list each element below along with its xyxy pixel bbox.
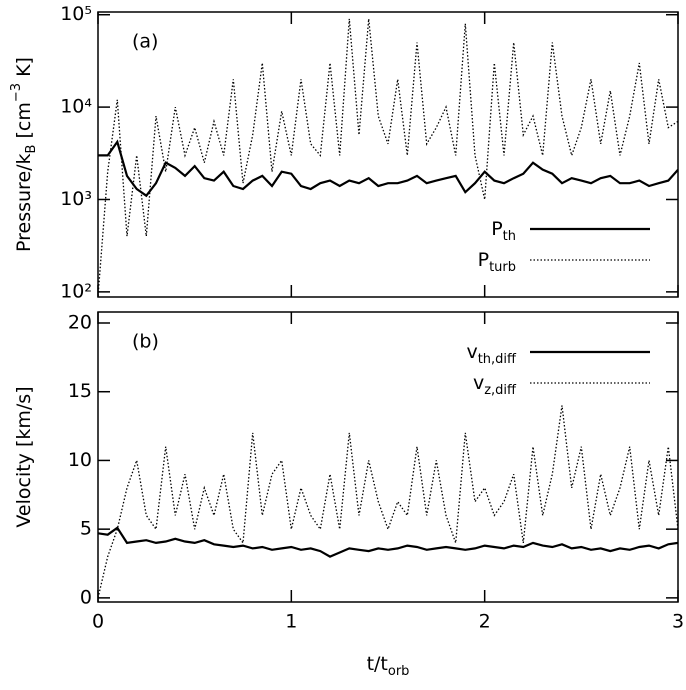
y-axis-label-part: K] — [13, 57, 35, 83]
series-line — [98, 18, 678, 297]
legend-label-part: th,diff — [478, 352, 517, 367]
y-axis-label-part: −3 — [9, 83, 24, 102]
legend-label-part: v — [473, 372, 484, 394]
x-axis-label-part: t/t — [367, 653, 388, 675]
legend-label: vth,diff — [466, 341, 517, 368]
panel-label: (b) — [132, 331, 159, 353]
y-tick-label: 10³ — [60, 188, 92, 210]
y-axis-label: Pressure/kB [cm−3 K] — [9, 57, 39, 252]
series-line — [98, 139, 678, 198]
x-tick-label: 1 — [285, 611, 297, 633]
y-tick-label: 10⁵ — [60, 3, 92, 25]
x-tick-label: 0 — [92, 611, 104, 633]
x-tick-label: 3 — [672, 611, 684, 633]
y-axis-label-part: Pressure/k — [13, 153, 35, 252]
y-axis-label-part: [cm — [13, 102, 35, 144]
legend-label-part: P — [491, 218, 502, 240]
y-tick-label: 5 — [80, 518, 92, 540]
y-tick-label: 0 — [80, 586, 92, 608]
plot-frame — [97, 311, 679, 603]
legend-label-part: P — [478, 249, 489, 271]
y-tick-label: 15 — [68, 380, 92, 402]
legend-label-part: th — [503, 229, 516, 244]
x-axis-label-part: orb — [388, 664, 410, 679]
y-axis-label: Velocity [km/s] — [13, 386, 35, 527]
y-tick-label: 20 — [68, 311, 92, 333]
legend-label-part: turb — [489, 260, 516, 275]
y-axis-label-part: B — [24, 145, 39, 154]
legend-label: vz,diff — [473, 372, 517, 399]
legend-label: Pturb — [478, 249, 516, 276]
y-tick-label: 10² — [60, 280, 92, 302]
legend-label-part: v — [466, 341, 477, 363]
series-line — [98, 526, 678, 558]
series-line — [98, 405, 678, 599]
x-axis-label: t/torb — [367, 653, 410, 680]
y-axis-label-part: Velocity [km/s] — [13, 386, 35, 527]
y-tick-label: 10⁴ — [60, 96, 92, 118]
plot-frame — [97, 11, 679, 298]
y-tick-label: 10 — [68, 449, 92, 471]
x-tick-label: 2 — [479, 611, 491, 633]
legend-label-part: z,diff — [484, 383, 517, 398]
panel-label: (a) — [132, 31, 158, 53]
legend-label: Pth — [491, 218, 516, 245]
